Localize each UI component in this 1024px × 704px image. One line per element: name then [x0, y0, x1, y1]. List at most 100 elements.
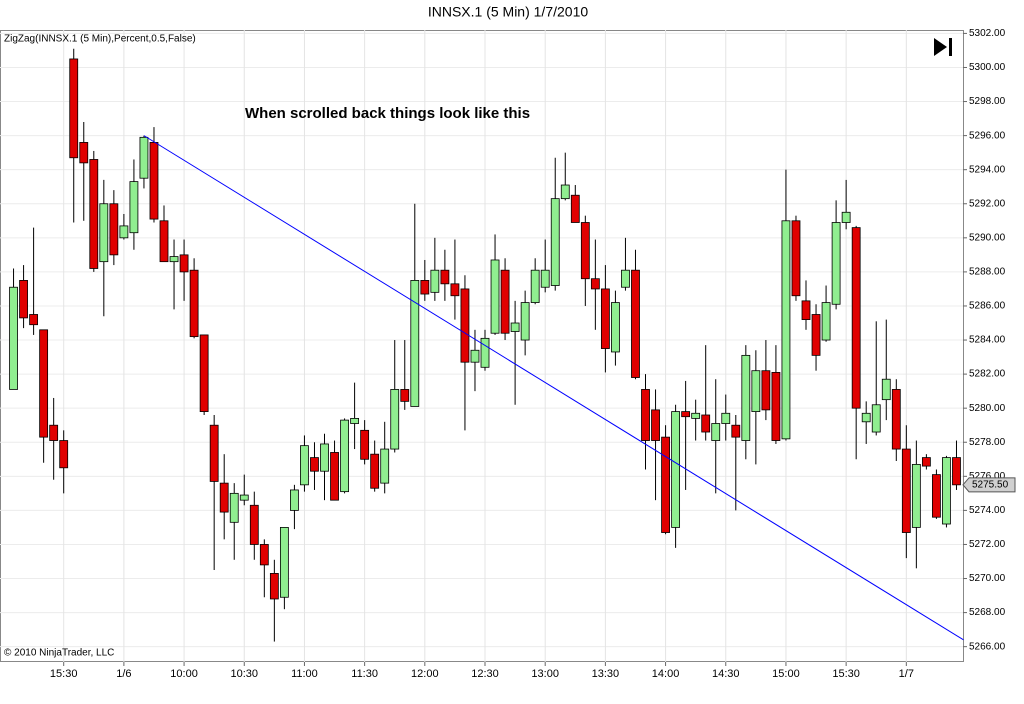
- plot-frame: [0, 30, 964, 662]
- zigzag-line: [143, 135, 964, 641]
- candle-body: [831, 222, 841, 305]
- candle-body: [269, 573, 279, 600]
- candle-body: [390, 389, 400, 450]
- y-tick-label: 5286.00: [969, 301, 1006, 312]
- y-tick-label: 5282.00: [969, 369, 1006, 380]
- candle-body: [550, 198, 560, 286]
- y-tick-label: 5278.00: [969, 437, 1006, 448]
- candle-body: [771, 372, 781, 441]
- candle-body: [590, 278, 600, 290]
- candle-body: [721, 412, 731, 424]
- y-tick-label: 5284.00: [969, 335, 1006, 346]
- candle-body: [360, 429, 370, 460]
- x-tick-label: 10:00: [170, 668, 198, 680]
- candle-body: [701, 414, 711, 433]
- candle-body: [851, 227, 861, 409]
- candle-body: [9, 286, 18, 390]
- candle-body: [159, 220, 169, 263]
- indicator-label: ZigZag(INNSX.1 (5 Min),Percent,0.5,False…: [4, 34, 196, 45]
- candle-body: [279, 527, 289, 598]
- candle-body: [179, 254, 189, 273]
- candle-body: [540, 269, 550, 288]
- candle-body: [300, 445, 309, 486]
- x-tick-label: 1/7: [899, 668, 914, 680]
- x-tick-label: 14:00: [652, 668, 680, 680]
- candle-body: [139, 136, 149, 179]
- candle-body: [711, 423, 721, 441]
- scroll-end-button[interactable]: [934, 38, 952, 56]
- y-tick-label: 5272.00: [969, 539, 1006, 550]
- candle-body: [801, 300, 811, 320]
- x-tick-label: 14:30: [712, 668, 740, 680]
- candle-body: [259, 544, 269, 566]
- candle-body: [570, 194, 580, 223]
- x-tick-label: 12:30: [471, 668, 499, 680]
- candle-body: [901, 448, 911, 533]
- candle-body: [440, 269, 450, 285]
- candle-body: [871, 404, 881, 433]
- candle-body: [811, 314, 821, 356]
- candle-body: [420, 280, 430, 295]
- candle-body: [49, 424, 59, 441]
- y-tick-label: 5292.00: [969, 198, 1006, 209]
- last-price-label: 5275.50: [972, 479, 1009, 490]
- candle-body: [881, 378, 891, 401]
- candle-body: [580, 222, 590, 280]
- candle-body: [891, 389, 901, 450]
- candle-body: [290, 489, 299, 511]
- candle-body: [189, 269, 199, 338]
- candle-body: [661, 436, 670, 533]
- candle-body: [89, 159, 99, 269]
- candle-body: [952, 457, 961, 486]
- candle-body: [79, 142, 89, 164]
- candle-body: [631, 269, 640, 378]
- candle-body: [781, 220, 791, 440]
- candle-body: [641, 389, 650, 441]
- x-tick-label: 10:30: [230, 668, 258, 680]
- candle-body: [370, 453, 380, 489]
- candle-body: [99, 203, 109, 263]
- candle-body: [430, 269, 440, 293]
- candle-body: [751, 370, 761, 412]
- candle-body: [129, 181, 139, 234]
- candle-body: [59, 440, 69, 469]
- candle-body: [611, 302, 620, 353]
- candle-body: [350, 417, 360, 424]
- candle-body: [911, 463, 921, 528]
- candle-body: [450, 283, 460, 297]
- candle-body: [470, 349, 480, 363]
- candle-body: [741, 354, 751, 441]
- candle-body: [480, 337, 490, 368]
- candle-body: [119, 225, 129, 239]
- candle-body: [560, 184, 570, 200]
- candle-body: [239, 494, 249, 501]
- x-tick-label: 12:00: [411, 668, 439, 680]
- candle-body: [209, 424, 219, 482]
- x-tick-label: 11:00: [291, 668, 318, 680]
- y-tick-label: 5294.00: [969, 164, 1006, 175]
- x-tick-label: 11:30: [351, 668, 378, 680]
- candle-body: [731, 424, 741, 438]
- candle-body: [530, 269, 540, 303]
- candle-body: [229, 492, 239, 523]
- y-tick-label: 5288.00: [969, 267, 1006, 278]
- y-tick-label: 5290.00: [969, 232, 1006, 243]
- candle-body: [320, 443, 329, 472]
- scroll-end-bar[interactable]: [949, 38, 952, 56]
- scroll-end-arrow[interactable]: [934, 38, 947, 56]
- candle-body: [149, 142, 159, 220]
- candle-body: [490, 259, 500, 334]
- candle-body: [500, 269, 510, 334]
- x-tick-label: 13:30: [592, 668, 620, 680]
- candle-body: [841, 211, 851, 223]
- candle-body: [380, 448, 390, 484]
- y-tick-label: 5270.00: [969, 573, 1006, 584]
- candle-body: [621, 269, 630, 288]
- y-tick-label: 5280.00: [969, 403, 1006, 414]
- y-tick-label: 5300.00: [969, 62, 1006, 73]
- candle-body: [199, 334, 209, 412]
- candle-body: [249, 504, 259, 545]
- candle-body: [169, 256, 179, 263]
- y-tick-label: 5302.00: [969, 28, 1006, 39]
- candle-body: [400, 389, 410, 402]
